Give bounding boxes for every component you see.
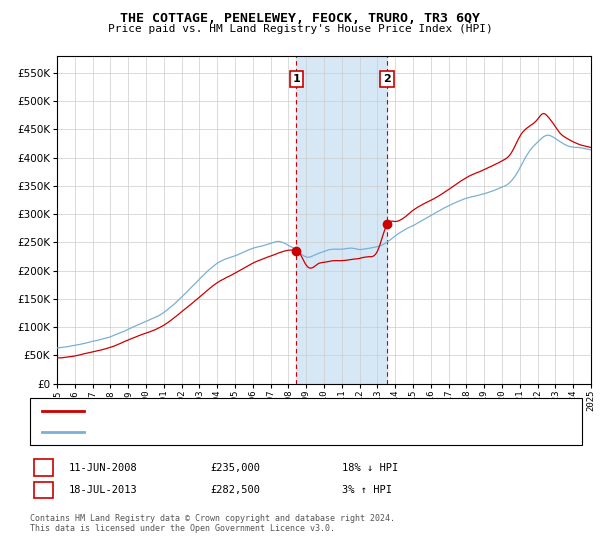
Text: HPI: Average price, detached house, Cornwall: HPI: Average price, detached house, Corn…	[90, 427, 349, 437]
Text: THE COTTAGE, PENELEWEY, FEOCK, TRURO, TR3 6QY (detached house): THE COTTAGE, PENELEWEY, FEOCK, TRURO, TR…	[90, 406, 454, 416]
Text: 2: 2	[383, 74, 391, 84]
Bar	[296, 56, 387, 384]
Text: Contains HM Land Registry data © Crown copyright and database right 2024.
This d: Contains HM Land Registry data © Crown c…	[30, 514, 395, 534]
Text: £282,500: £282,500	[210, 485, 260, 495]
Text: 1: 1	[40, 463, 47, 473]
Text: 18-JUL-2013: 18-JUL-2013	[69, 485, 138, 495]
Text: 1: 1	[293, 74, 300, 84]
Text: 18% ↓ HPI: 18% ↓ HPI	[342, 463, 398, 473]
Text: 2: 2	[40, 485, 47, 495]
Text: £235,000: £235,000	[210, 463, 260, 473]
Text: Price paid vs. HM Land Registry's House Price Index (HPI): Price paid vs. HM Land Registry's House …	[107, 24, 493, 34]
Text: 3% ↑ HPI: 3% ↑ HPI	[342, 485, 392, 495]
Text: 11-JUN-2008: 11-JUN-2008	[69, 463, 138, 473]
Text: THE COTTAGE, PENELEWEY, FEOCK, TRURO, TR3 6QY: THE COTTAGE, PENELEWEY, FEOCK, TRURO, TR…	[120, 12, 480, 25]
